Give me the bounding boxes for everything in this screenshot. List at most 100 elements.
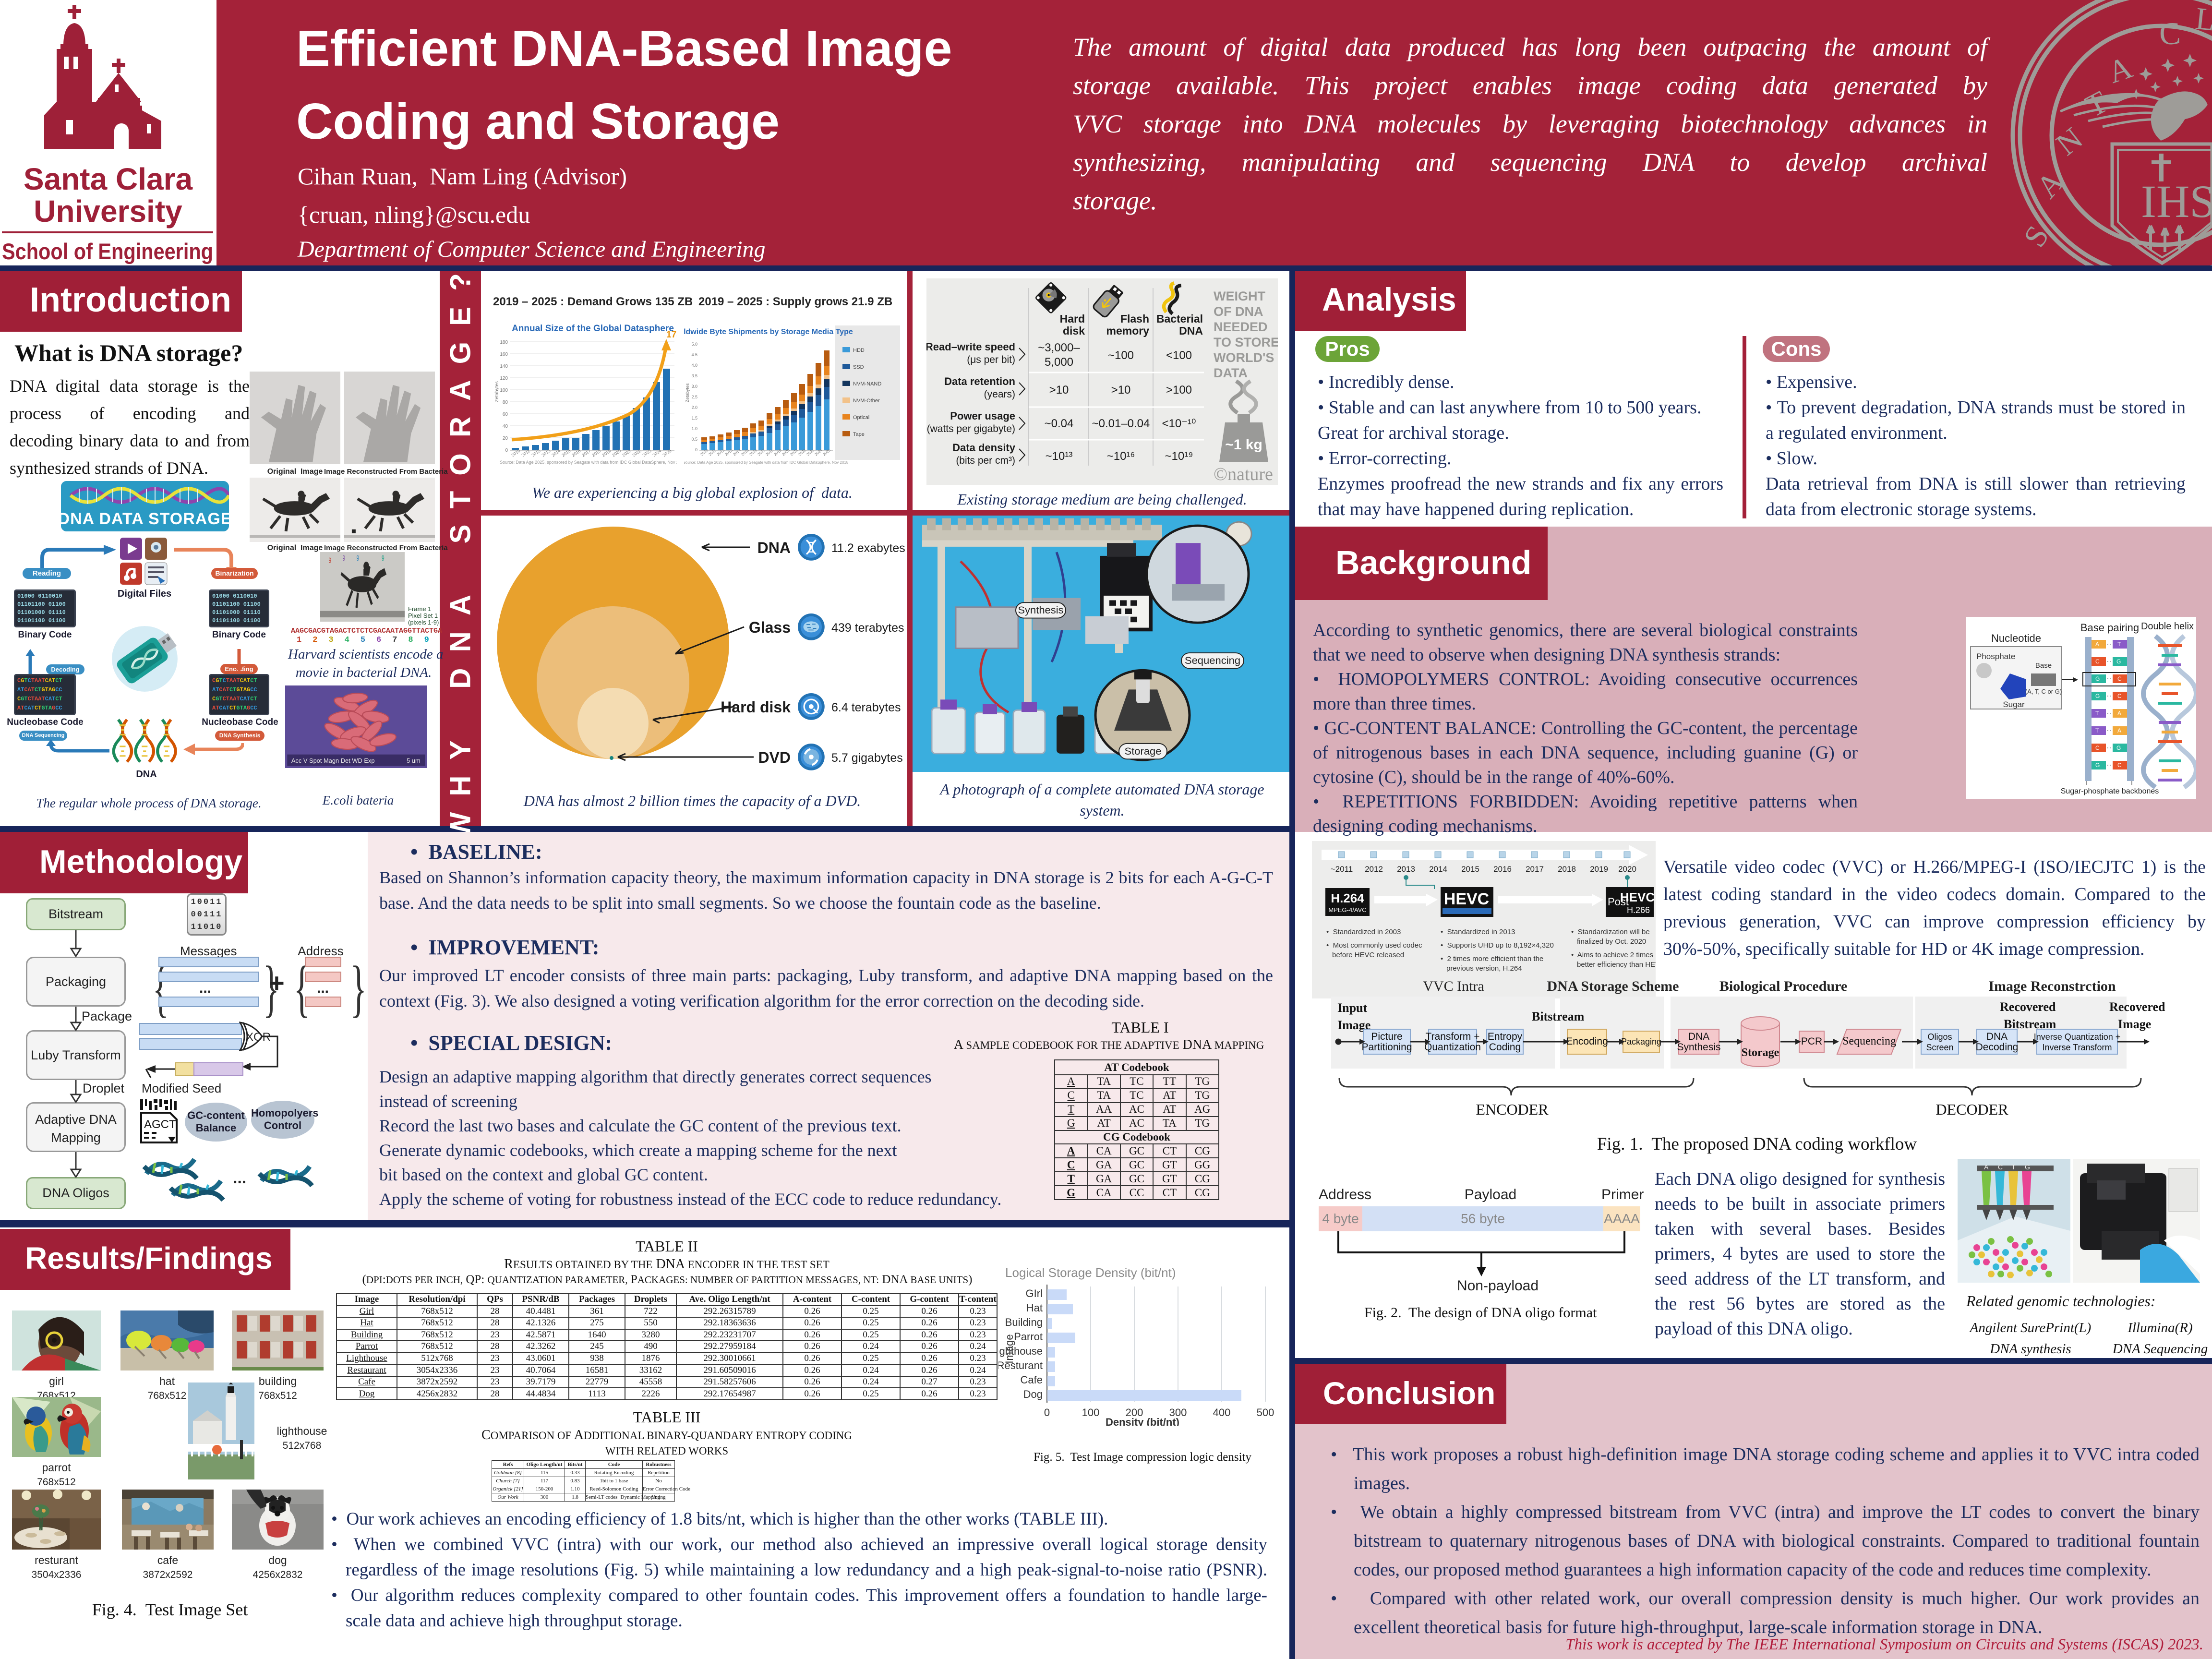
svg-text:3.5: 3.5 bbox=[691, 373, 697, 378]
svg-text:1.0: 1.0 bbox=[691, 426, 697, 431]
svg-text:Screen: Screen bbox=[1926, 1043, 1953, 1052]
svg-text:HEVC: HEVC bbox=[1444, 890, 1489, 908]
svg-text:finalized by Oct. 2020: finalized by Oct. 2020 bbox=[1577, 938, 1646, 946]
svg-text:<100: <100 bbox=[1166, 349, 1192, 362]
svg-text:Post: Post bbox=[1608, 896, 1629, 908]
svg-text:• Standardization will be: • Standardization will be bbox=[1571, 928, 1650, 936]
svg-text:Inverse Transform: Inverse Transform bbox=[2042, 1043, 2112, 1052]
svg-text:Cafe: Cafe bbox=[1021, 1374, 1043, 1386]
svg-text:DNA: DNA bbox=[1688, 1031, 1709, 1042]
svg-text:C: C bbox=[2095, 745, 2100, 751]
svg-text:~0.01–0.04: ~0.01–0.04 bbox=[1092, 417, 1150, 430]
svg-text:DNA: DNA bbox=[757, 539, 791, 556]
svg-text:C: C bbox=[2117, 675, 2122, 682]
svg-text:Zetabytes: Zetabytes bbox=[685, 383, 690, 402]
svg-text:Read–write speed: Read–write speed bbox=[926, 341, 1015, 353]
svg-text:G: G bbox=[2095, 762, 2100, 769]
svg-text:WEIGHT: WEIGHT bbox=[1214, 289, 1265, 303]
svg-text:G: G bbox=[2116, 658, 2121, 665]
svg-text:~0.04: ~0.04 bbox=[1045, 417, 1074, 430]
svg-text:Transform +: Transform + bbox=[1426, 1031, 1480, 1042]
svg-text:Synthesis: Synthesis bbox=[1677, 1042, 1720, 1053]
svg-text:Data density: Data density bbox=[952, 442, 1016, 454]
svg-text:Hat: Hat bbox=[1026, 1302, 1043, 1314]
svg-text:MPEG-4/AVC: MPEG-4/AVC bbox=[1328, 906, 1366, 914]
svg-text:2014: 2014 bbox=[1429, 865, 1447, 874]
svg-text:140: 140 bbox=[500, 364, 508, 369]
svg-text:Base: Base bbox=[2035, 661, 2052, 670]
svg-text:Acc V Spot Magn Det WD E: Acc V Spot Magn Det WD Exp bbox=[291, 757, 375, 764]
svg-text:Storage: Storage bbox=[1742, 1046, 1779, 1059]
svg-text:NVM-Other: NVM-Other bbox=[853, 398, 880, 404]
svg-text:11.2 exabytes: 11.2 exabytes bbox=[831, 541, 905, 555]
svg-text:SSD: SSD bbox=[853, 364, 864, 370]
svg-text:G: G bbox=[2025, 1163, 2030, 1171]
svg-text:• Standardized in 2003: • Standardized in 2003 bbox=[1326, 928, 1401, 936]
svg-text:Nucleotide: Nucleotide bbox=[1991, 632, 2041, 644]
svg-text:~100: ~100 bbox=[1108, 349, 1134, 362]
svg-text:(A, T, C or G): (A, T, C or G) bbox=[2025, 688, 2062, 695]
svg-text:~10¹³: ~10¹³ bbox=[1046, 450, 1073, 463]
svg-text:2.5: 2.5 bbox=[691, 395, 697, 399]
svg-text:~10¹⁶: ~10¹⁶ bbox=[1107, 450, 1135, 463]
svg-text:Entropy: Entropy bbox=[1488, 1031, 1523, 1042]
svg-text:T: T bbox=[2117, 641, 2121, 648]
svg-text:Double helix: Double helix bbox=[2141, 621, 2194, 632]
svg-text:Density (bit/nt): Density (bit/nt) bbox=[1106, 1416, 1179, 1426]
svg-text:memory: memory bbox=[1106, 325, 1150, 337]
svg-text:Image: Image bbox=[2118, 1017, 2151, 1031]
svg-text:9: 9 bbox=[343, 554, 346, 563]
svg-text:Sugar-phosphate backbones: Sugar-phosphate backbones bbox=[2061, 787, 2159, 795]
svg-text:1.5: 1.5 bbox=[691, 416, 697, 421]
svg-text:• 2 times more efficient than: • 2 times more efficient than the bbox=[1441, 955, 1543, 963]
svg-text:Encoding: Encoding bbox=[1566, 1036, 1608, 1047]
svg-text:NEEDED: NEEDED bbox=[1214, 320, 1268, 334]
svg-text:DECODER: DECODER bbox=[1936, 1101, 2008, 1118]
svg-text:60: 60 bbox=[503, 412, 508, 417]
svg-text:2017: 2017 bbox=[1526, 865, 1544, 874]
svg-text:A: A bbox=[2095, 641, 2099, 648]
svg-text:Bacterial: Bacterial bbox=[1156, 313, 1203, 325]
svg-text:T: T bbox=[2095, 710, 2099, 717]
svg-text:School of Engineering: School of Engineering bbox=[2, 239, 213, 264]
svg-text:C: C bbox=[2117, 762, 2122, 769]
svg-text:C: C bbox=[2095, 658, 2100, 665]
svg-text:Biological Procedure: Biological Procedure bbox=[1719, 979, 1847, 994]
svg-text:• Standardized in 2013: • Standardized in 2013 bbox=[1441, 928, 1515, 936]
svg-text:Parrot: Parrot bbox=[1014, 1331, 1043, 1343]
svg-text:Sequencing: Sequencing bbox=[1842, 1035, 1896, 1047]
svg-text:DVD: DVD bbox=[758, 749, 791, 766]
svg-text:Recovered: Recovered bbox=[2109, 1000, 2165, 1014]
svg-text:2020: 2020 bbox=[1618, 865, 1636, 874]
svg-text:...: ... bbox=[233, 1169, 246, 1187]
svg-text:2016: 2016 bbox=[1493, 865, 1512, 874]
svg-text:439 terabytes: 439 terabytes bbox=[831, 621, 904, 635]
svg-text:Hard disk: Hard disk bbox=[721, 698, 791, 716]
svg-text:ENCODER: ENCODER bbox=[1476, 1101, 1549, 1118]
svg-text:5.7 gigabytes: 5.7 gigabytes bbox=[831, 751, 903, 765]
svg-text:VVC Intra: VVC Intra bbox=[1423, 979, 1484, 994]
svg-text:PCR: PCR bbox=[1801, 1036, 1822, 1047]
svg-text:A: A bbox=[2117, 727, 2121, 734]
svg-text:180: 180 bbox=[500, 340, 508, 345]
svg-text:200: 200 bbox=[1126, 1407, 1143, 1419]
svg-text:before HEVC released: before HEVC released bbox=[1332, 951, 1404, 959]
svg-text:Coding: Coding bbox=[1489, 1042, 1521, 1053]
svg-text:HDD: HDD bbox=[853, 348, 865, 353]
svg-text:(μs per bit): (μs per bit) bbox=[967, 354, 1015, 365]
svg-text:©nature: ©nature bbox=[1214, 464, 1273, 484]
svg-text:0: 0 bbox=[1044, 1407, 1050, 1419]
svg-text:~3,000–: ~3,000– bbox=[1038, 341, 1080, 354]
svg-text:L: L bbox=[2194, 1, 2212, 38]
svg-text:2013: 2013 bbox=[1397, 865, 1415, 874]
svg-text:0.5: 0.5 bbox=[691, 437, 697, 442]
svg-text:• Aims to achieve 2 times: • Aims to achieve 2 times bbox=[1571, 951, 1653, 959]
svg-text:400: 400 bbox=[1213, 1407, 1231, 1419]
svg-text:40: 40 bbox=[503, 424, 508, 429]
svg-text:DATA: DATA bbox=[1214, 366, 1248, 380]
svg-text:Input: Input bbox=[1337, 1001, 1367, 1015]
svg-text:T: T bbox=[2011, 1163, 2016, 1171]
svg-text:300: 300 bbox=[1169, 1407, 1187, 1419]
svg-text:A: A bbox=[2117, 710, 2121, 717]
svg-text:160: 160 bbox=[500, 352, 508, 357]
